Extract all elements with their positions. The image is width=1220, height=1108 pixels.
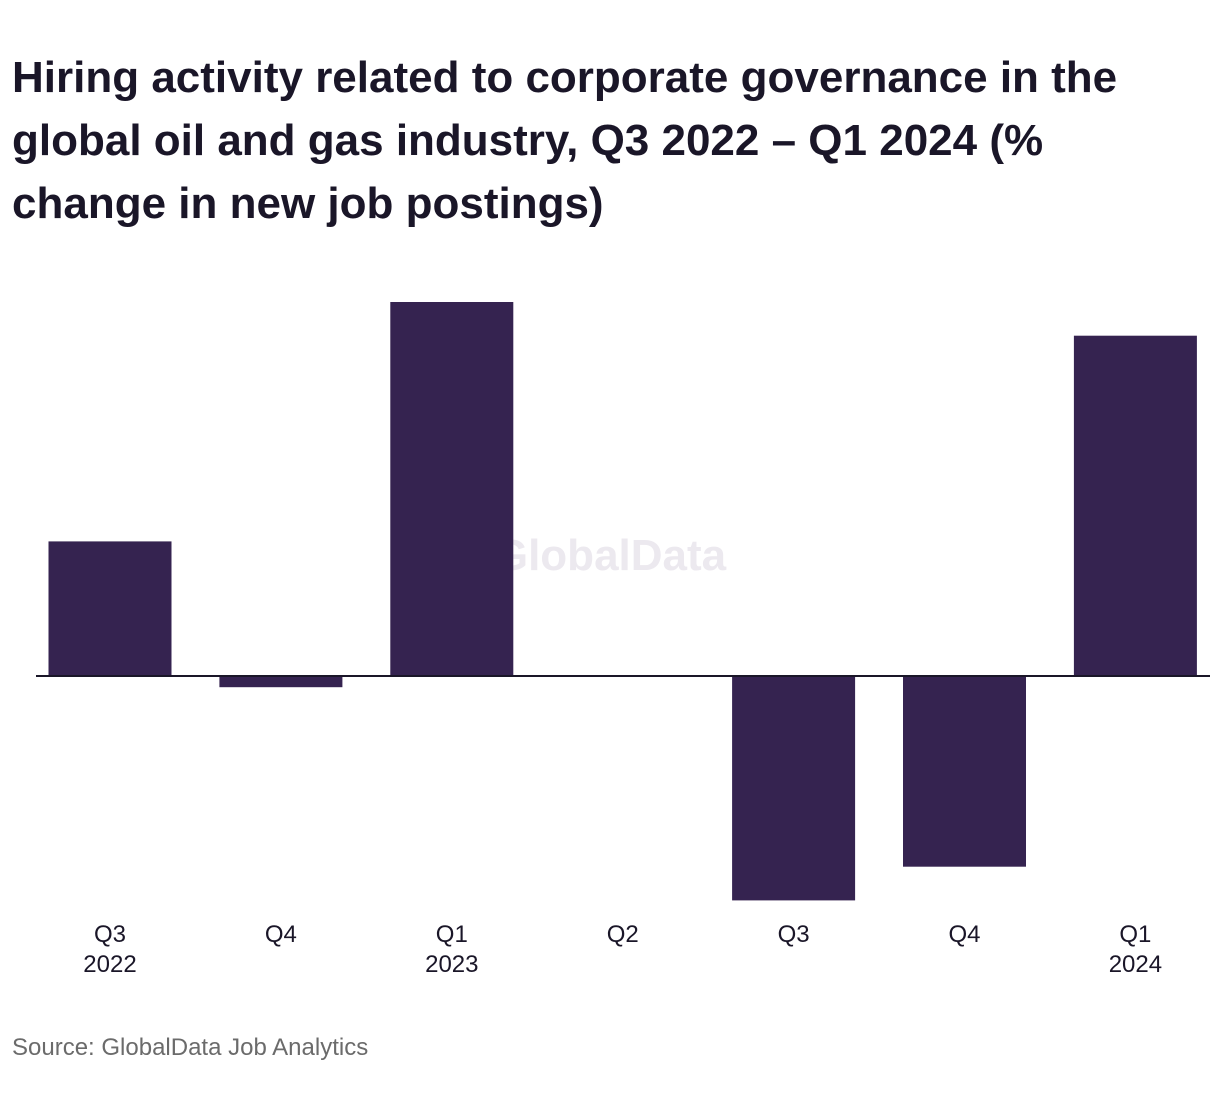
x-tick-year-2: 2023 (425, 951, 478, 978)
bar-2 (390, 302, 514, 676)
x-tick-year-0: 2022 (83, 951, 136, 978)
source-note: Source: GlobalData Job Analytics (12, 1034, 369, 1061)
x-tick-year-6: 2024 (1109, 951, 1162, 978)
chart-title: Hiring activity related to corporate gov… (12, 53, 1118, 228)
x-tick-label-1: Q4 (265, 921, 297, 948)
x-tick-label-6: Q1 (1119, 921, 1151, 948)
x-tick-label-3: Q2 (607, 921, 639, 948)
bar-0 (48, 541, 172, 676)
bar-4 (732, 676, 856, 901)
bars-group (48, 302, 1197, 901)
bar-1 (219, 676, 343, 688)
x-axis-tick-labels: Q3 2022 Q4 Q1 2023 Q2 Q3 Q4 Q1 2024 (83, 921, 1162, 978)
bar-chart: GlobalData Q3 2022 Q4 Q1 2023 Q2 Q3 Q4 Q1 2024 (36, 302, 1210, 978)
watermark-text: GlobalData (494, 531, 727, 580)
bar-5 (903, 676, 1026, 867)
bar-6 (1073, 335, 1197, 676)
x-tick-label-0: Q3 (94, 921, 126, 948)
x-tick-label-5: Q4 (948, 921, 980, 948)
x-tick-label-4: Q3 (778, 921, 810, 948)
x-tick-label-2: Q1 (436, 921, 468, 948)
